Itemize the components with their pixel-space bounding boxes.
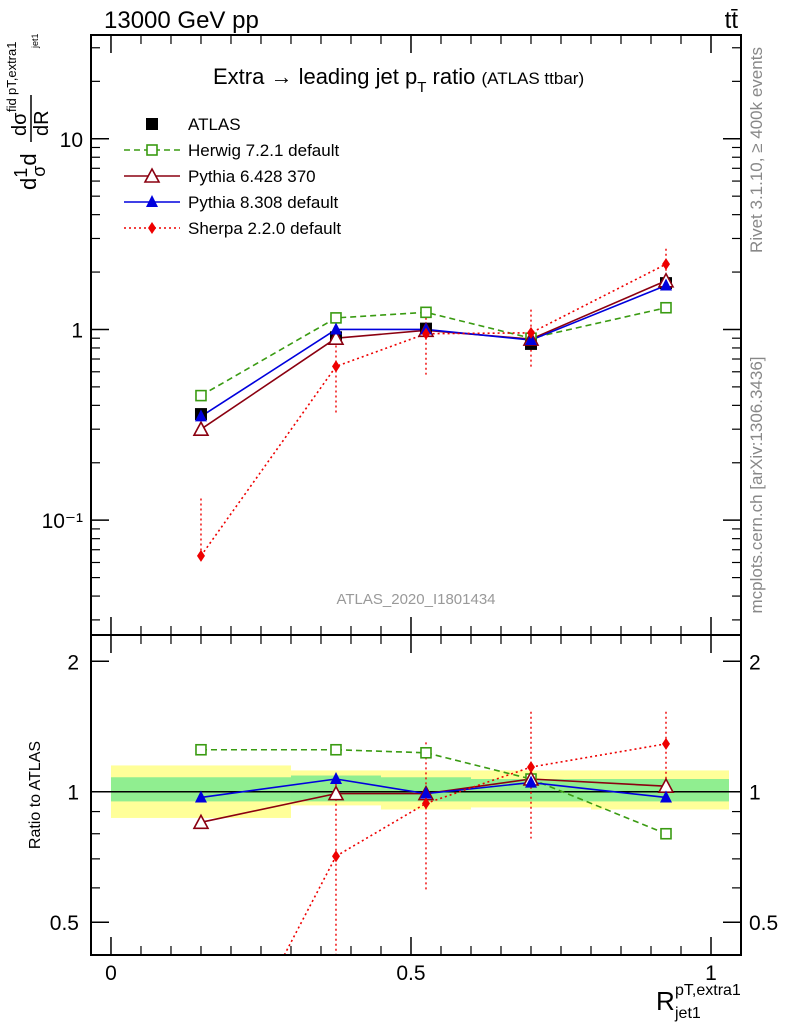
data-point-pythia-8-308-default: [659, 278, 672, 291]
analysis-id-label: ATLAS_2020_I1801434: [336, 591, 495, 608]
ratio-line-herwig-7-2-1-default: [200, 748, 667, 835]
ratio-line-pythia-8-308-default: [200, 778, 667, 799]
svg-text:pT,extra1: pT,extra1: [4, 42, 19, 95]
rivet-info: Rivet 3.1.10, ≥ 400k events: [747, 47, 766, 253]
x-tick-label: 1: [705, 962, 717, 985]
ratio-point-herwig-7-2-1-default: [330, 743, 342, 756]
ratio-point-sherpa-2-2-0-default: [331, 850, 340, 863]
svg-text:dσ: dσ: [9, 112, 31, 136]
data-point-herwig-7-2-1-default: [420, 306, 432, 319]
legend-label-pythia-6-428-370: Pythia 6.428 370: [188, 167, 316, 186]
legend-marker-pythia-6-428-370: [143, 167, 161, 183]
svg-text:fid: fid: [4, 98, 19, 112]
ratio-y-tick-label: 1: [67, 782, 79, 805]
main-y-tick-label: 1: [71, 319, 83, 342]
legend-marker-pythia-8-308-default: [146, 195, 158, 207]
ratio-point-pythia-6-428-370: [327, 784, 345, 801]
main-y-axis-label: d1σd dσ fid pT,extra1 jet1 dR: [4, 33, 53, 190]
legend-label-atlas: ATLAS: [188, 115, 241, 134]
ratio-y-tick-label: 2: [67, 651, 79, 674]
data-point-pythia-8-308-default: [329, 322, 342, 335]
legend-label-sherpa-2-2-0-default: Sherpa 2.2.0 default: [188, 219, 341, 238]
data-point-pythia-6-428-370: [192, 420, 210, 436]
data-point-pythia-6-428-370: [327, 329, 345, 345]
ratio-y-axis-label: Ratio to ATLAS: [27, 741, 44, 849]
legend-marker-herwig-7-2-1-default: [146, 144, 158, 156]
data-point-pythia-8-308-default: [194, 409, 207, 422]
process-label: tt̄: [725, 7, 739, 34]
ratio-y-tick-label-right: 0.5: [749, 912, 778, 935]
ratio-point-sherpa-2-2-0-default: [661, 737, 670, 750]
data-point-sherpa-2-2-0-default: [196, 549, 205, 562]
source-info: mcplots.cern.ch [arXiv:1306.3436]: [747, 356, 766, 613]
ratio-y-tick-label-right: 2: [749, 651, 761, 674]
ratio-point-herwig-7-2-1-default: [660, 827, 672, 840]
legend-label-pythia-8-308-default: Pythia 8.308 default: [188, 193, 339, 212]
series-line-pythia-8-308-default: [200, 284, 667, 418]
data-point-herwig-7-2-1-default: [195, 389, 207, 402]
ratio-point-pythia-8-308-default: [194, 790, 207, 803]
series-line-sherpa-2-2-0-default: [200, 263, 667, 557]
data-point-sherpa-2-2-0-default: [421, 327, 430, 340]
svg-text:jet1: jet1: [30, 33, 40, 49]
ratio-point-sherpa-2-2-0-default: [526, 761, 535, 774]
legend: ATLAS Herwig 7.2.1 default Pythia 6.428 37…: [124, 115, 341, 238]
x-tick-label: 0: [105, 962, 117, 985]
ratio-point-herwig-7-2-1-default: [420, 746, 432, 759]
svg-text:jet1: jet1: [674, 1005, 701, 1022]
ratio-y-tick-label-right: 1: [749, 782, 761, 805]
chart-title: Extra → leading jet pT ratio (ATLAS ttba…: [213, 64, 584, 96]
data-point-pythia-8-308-default: [524, 333, 537, 346]
stat-uncertainty-band: [470, 779, 591, 802]
svg-text:R: R: [656, 986, 675, 1016]
legend-label-herwig-7-2-1-default: Herwig 7.2.1 default: [188, 141, 339, 160]
ratio-point-pythia-6-428-370: [192, 813, 210, 830]
main-y-tick-label: 10⁻¹: [42, 510, 83, 533]
legend-marker-sherpa-2-2-0-default: [148, 222, 156, 234]
ratio-line-sherpa-2-2-0-default: [283, 743, 667, 956]
ratio-y-tick-label: 0.5: [50, 912, 79, 935]
ratio-line-pythia-6-428-370: [200, 778, 667, 824]
ratio-point-pythia-8-308-default: [419, 786, 432, 799]
ratio-point-pythia-8-308-default: [659, 790, 672, 803]
data-point-sherpa-2-2-0-default: [331, 360, 340, 373]
legend-marker-atlas: [146, 118, 158, 130]
data-point-herwig-7-2-1-default: [330, 312, 342, 324]
main-y-tick-label: 10: [60, 129, 83, 152]
ratio-point-pythia-8-308-default: [524, 775, 537, 788]
data-point-sherpa-2-2-0-default: [661, 258, 670, 271]
data-point-sherpa-2-2-0-default: [526, 326, 535, 339]
ratio-point-sherpa-2-2-0-default: [421, 797, 430, 810]
svg-text:dR: dR: [31, 110, 53, 136]
ratio-point-pythia-8-308-default: [329, 772, 342, 785]
svg-text:pT,extra1: pT,extra1: [675, 982, 741, 999]
data-point-herwig-7-2-1-default: [660, 301, 672, 314]
svg-text:d1σd: d1σd: [11, 153, 49, 190]
x-tick-label: 0.5: [396, 962, 425, 985]
ratio-plot-frame: [90, 634, 742, 956]
beam-label: 13000 GeV pp: [104, 7, 259, 34]
ratio-point-herwig-7-2-1-default: [195, 743, 207, 756]
x-axis-label: R pT,extra1 jet1: [656, 982, 741, 1022]
